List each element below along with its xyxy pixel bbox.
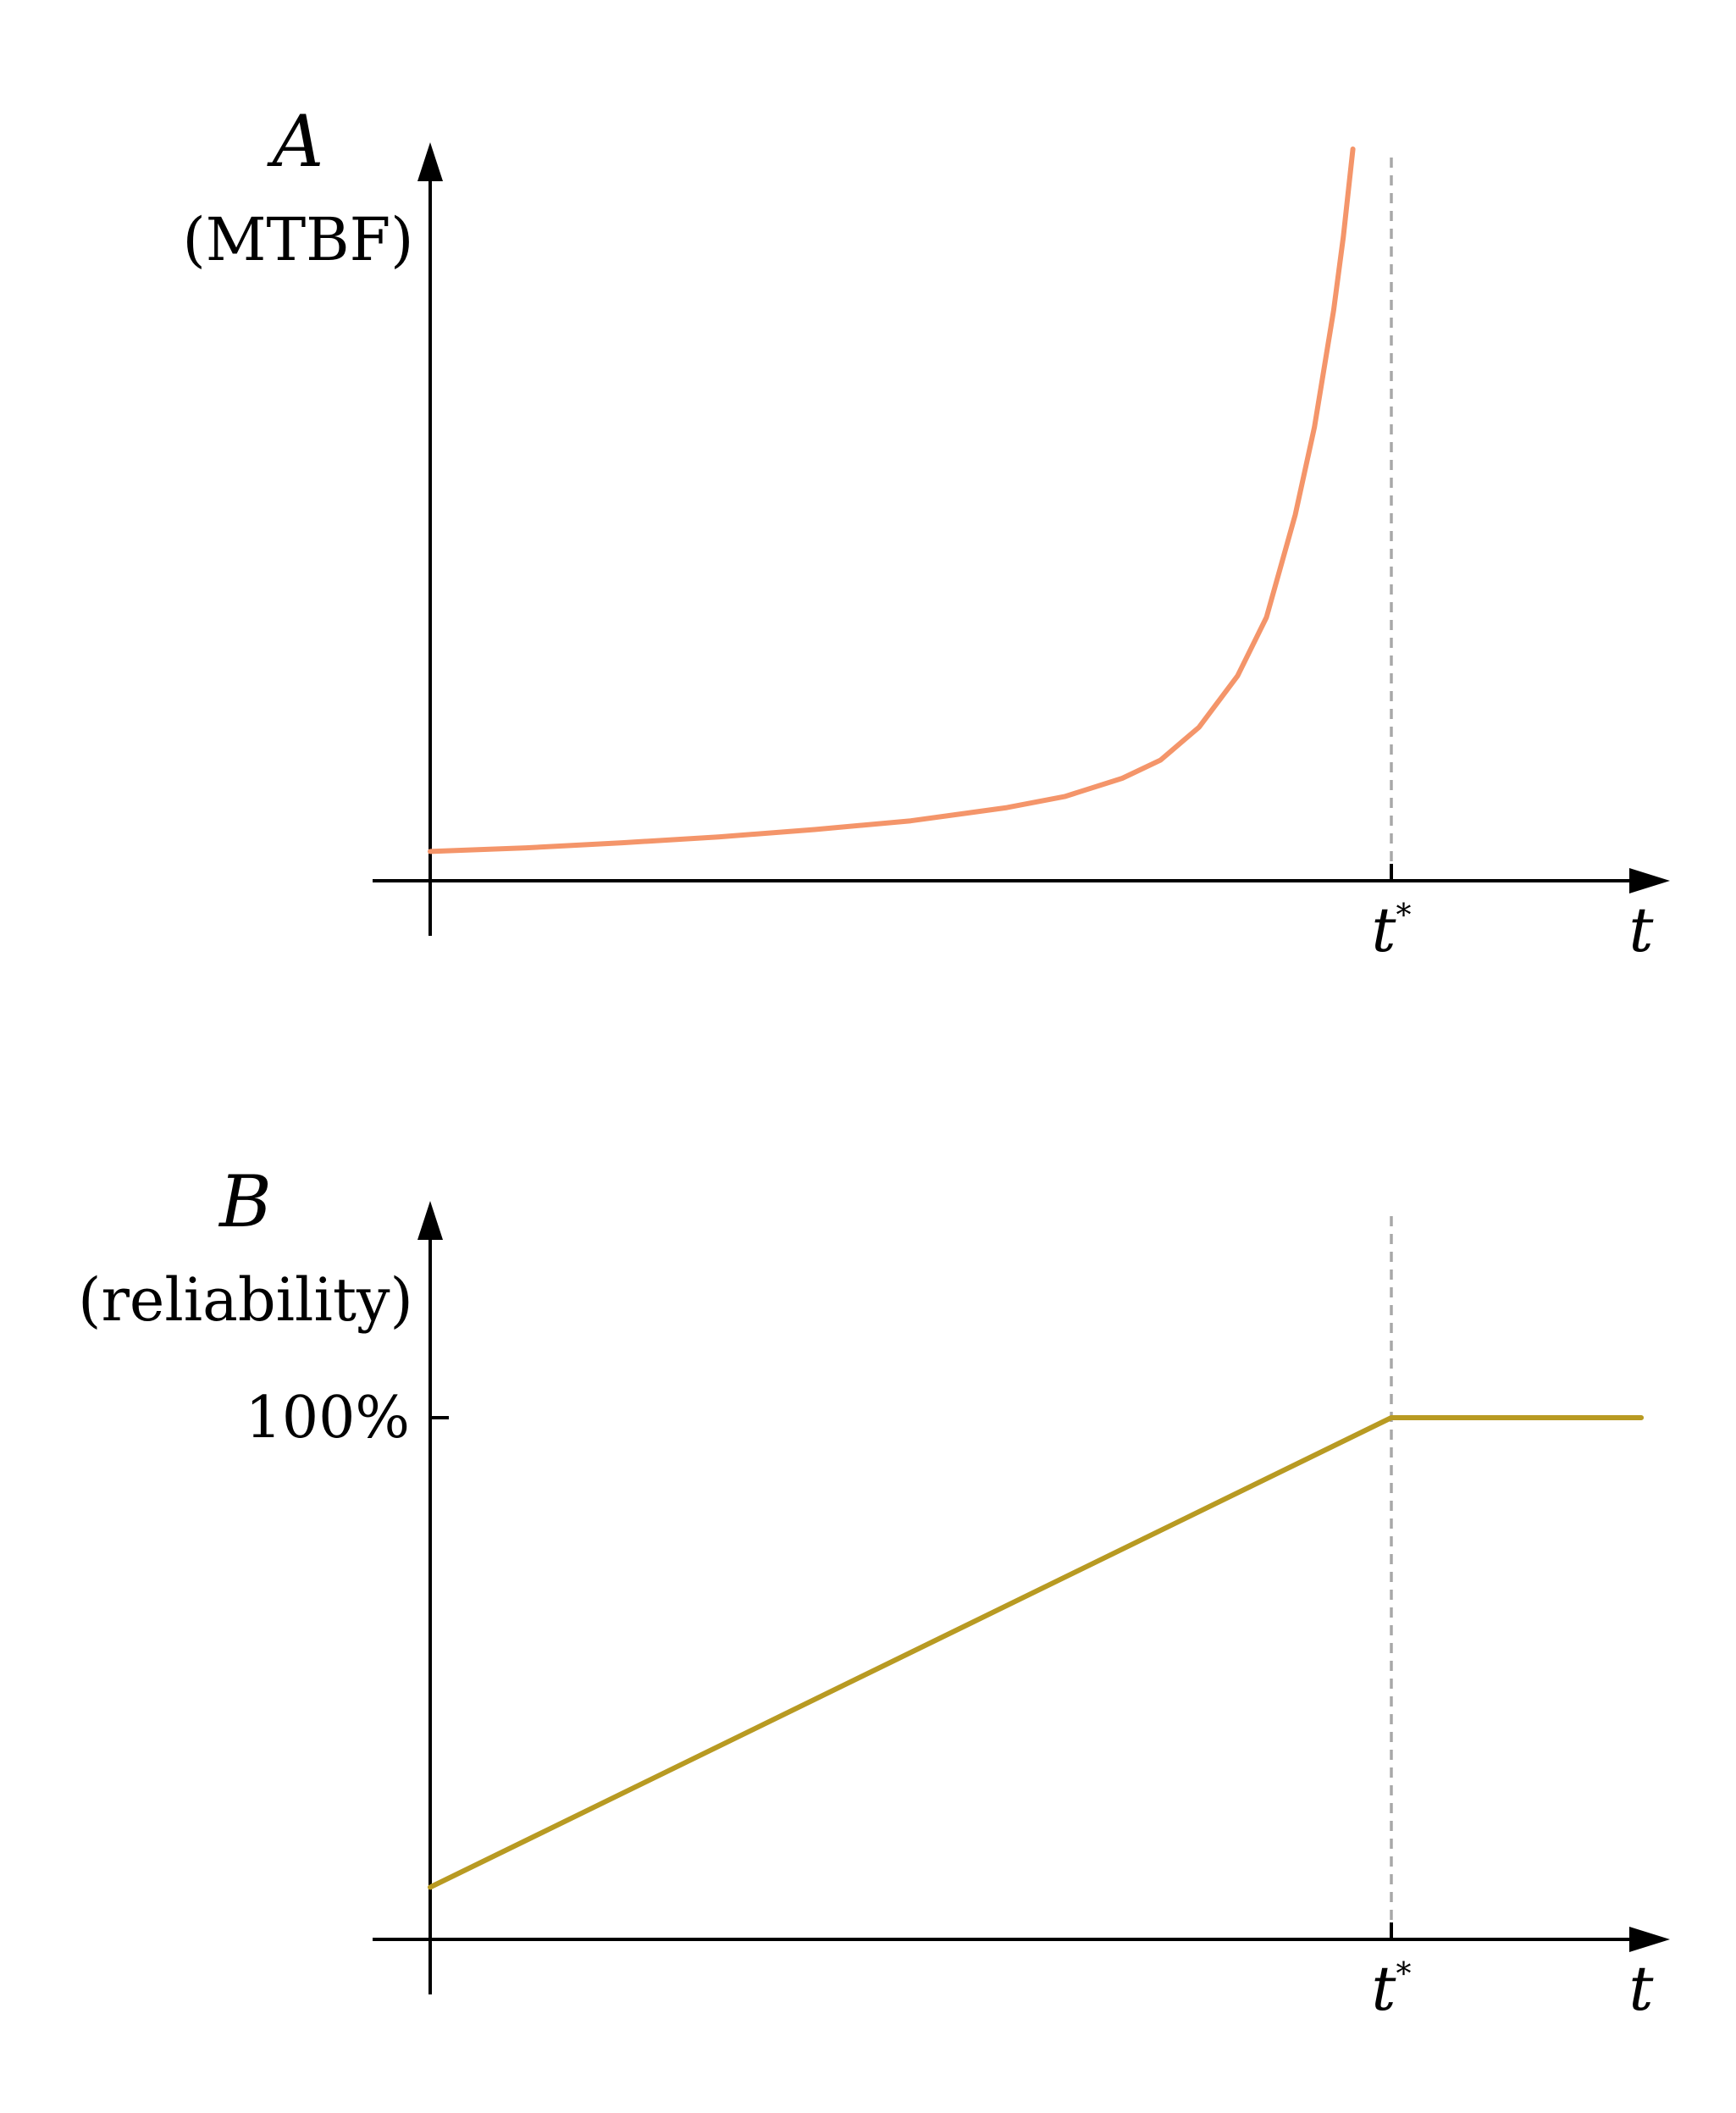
top-x-axis-label: t: [1629, 894, 1655, 965]
bottom-y-axis-arrowhead: [417, 1201, 443, 1240]
top-x-tick-sup: *: [1396, 899, 1411, 933]
bottom-x-tick-sup: *: [1396, 1957, 1411, 1992]
top-x-axis-arrowhead: [1629, 868, 1670, 893]
top-x-tick-text: t: [1372, 894, 1397, 965]
top-y-label-main: A: [267, 100, 324, 183]
top-x-tick-label: t*: [1372, 894, 1412, 965]
bottom-x-axis-label: t: [1629, 1953, 1655, 2024]
bottom-x-tick-label: t*: [1372, 1953, 1412, 2024]
top-series-line: [428, 147, 1356, 855]
bottom-y-label-sub: (reliability): [78, 1265, 413, 1335]
bottom-x-tick-text: t: [1372, 1953, 1397, 2024]
bottom-series-line: [428, 1415, 1645, 1890]
panel-bottom: B (reliability) 100% t* t: [78, 1160, 1670, 2024]
bottom-y-label-main: B: [218, 1160, 272, 1243]
top-y-axis-arrowhead: [417, 142, 443, 181]
bottom-y-tick-label: 100%: [246, 1385, 410, 1452]
bottom-x-axis-arrowhead: [1629, 1927, 1670, 1952]
panel-top: A (MTBF) t* t: [183, 100, 1670, 965]
top-y-label-sub: (MTBF): [183, 205, 414, 274]
